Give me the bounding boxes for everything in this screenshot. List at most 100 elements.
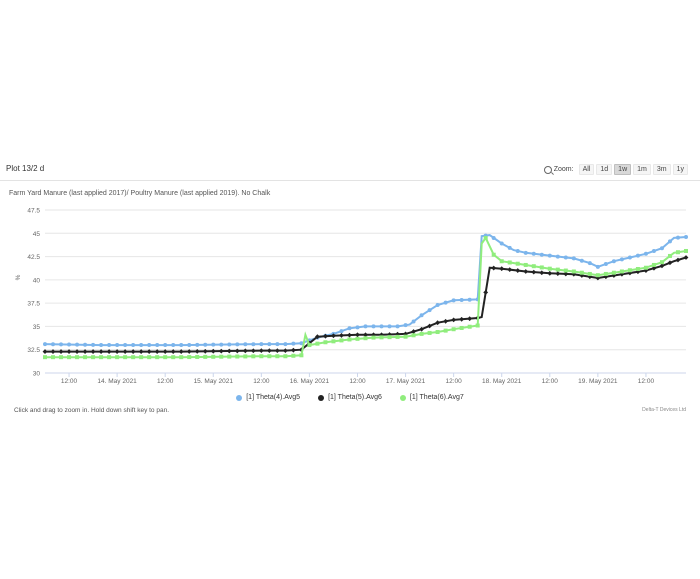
data-point <box>499 259 504 264</box>
data-point <box>211 342 216 347</box>
data-point <box>451 317 457 323</box>
data-point <box>91 355 96 360</box>
data-point <box>435 320 441 326</box>
data-point <box>339 333 344 338</box>
data-point <box>507 267 513 273</box>
data-point <box>347 326 352 331</box>
x-tick-label: 18. May 2021 <box>482 378 522 385</box>
data-point <box>138 349 144 354</box>
data-point <box>259 342 264 347</box>
data-point <box>515 268 521 273</box>
data-point <box>635 266 640 271</box>
data-point <box>171 355 176 360</box>
data-point <box>523 269 529 274</box>
data-point <box>587 261 592 266</box>
zoom-button-1w[interactable]: 1w <box>614 164 632 175</box>
data-point <box>171 343 176 348</box>
data-point <box>683 255 689 260</box>
data-point <box>195 342 200 347</box>
data-point <box>427 308 432 313</box>
legend-item-theta5[interactable]: [1] Theta(5).Avg6 <box>318 394 382 401</box>
data-point <box>651 248 656 253</box>
data-point <box>42 349 48 354</box>
data-point <box>379 324 384 329</box>
data-point <box>627 268 632 273</box>
data-point <box>290 347 296 353</box>
x-axis: 12:00 14. May 2021 12:00 15. May 2021 12:00 1… <box>45 372 686 385</box>
data-point <box>50 349 56 354</box>
data-point <box>371 335 376 340</box>
data-point <box>363 336 368 341</box>
data-point <box>667 253 672 258</box>
data-point <box>178 349 184 354</box>
data-point <box>170 349 176 354</box>
data-point <box>179 355 184 360</box>
x-tick-label: 12:00 <box>61 378 78 385</box>
data-point <box>491 265 497 271</box>
data-point <box>483 235 488 240</box>
legend-item-theta4[interactable]: [1] Theta(4).Avg5 <box>236 394 300 401</box>
header-divider <box>0 180 700 181</box>
x-tick-label: 14. May 2021 <box>97 378 137 385</box>
data-point <box>483 290 489 295</box>
data-point <box>339 338 344 343</box>
data-point <box>523 250 528 255</box>
legend-item-theta6[interactable]: [1] Theta(6).Avg7 <box>399 394 464 401</box>
zoom-button-3m[interactable]: 3m <box>652 164 671 175</box>
data-point <box>619 257 624 262</box>
data-point <box>131 343 136 348</box>
x-tick-label: 12:00 <box>542 378 559 385</box>
x-tick-label: 16. May 2021 <box>290 378 330 385</box>
data-point <box>51 355 56 360</box>
zoom-button-all[interactable]: All <box>578 164 595 175</box>
legend-marker-theta4 <box>236 394 243 401</box>
data-point <box>491 235 496 240</box>
data-point <box>587 271 592 276</box>
data-point <box>523 262 528 267</box>
data-point <box>227 354 232 359</box>
zoom-button-1y[interactable]: 1y <box>672 164 688 175</box>
data-point <box>203 342 208 347</box>
data-point <box>98 349 104 354</box>
data-point <box>563 255 568 260</box>
y-tick-label: 40 <box>33 277 41 284</box>
data-point <box>147 343 152 348</box>
data-point <box>122 349 128 354</box>
data-point <box>187 342 192 347</box>
data-point <box>131 355 136 360</box>
data-point <box>115 355 120 360</box>
chart-header-title: Plot 13/2 d <box>6 164 45 173</box>
data-point <box>99 343 104 348</box>
data-point <box>147 355 152 360</box>
line-chart[interactable]: 30 32.5 35 37.5 40 42.5 45 47.5 12:00 14. May 20… <box>0 200 700 390</box>
x-tick-label: 19. May 2021 <box>578 378 618 385</box>
x-tick-label: 12:00 <box>638 378 655 385</box>
data-point <box>43 355 47 360</box>
x-tick-label: 15. May 2021 <box>194 378 234 385</box>
data-point <box>283 354 288 359</box>
zoom-button-1m[interactable]: 1m <box>633 164 651 175</box>
data-point <box>146 349 152 354</box>
zoom-button-1d[interactable]: 1d <box>596 164 613 175</box>
data-point <box>675 250 680 255</box>
data-point <box>403 334 408 339</box>
data-point <box>59 355 64 360</box>
chart-subtitle: Farm Yard Manure (last applied 2017)/ Po… <box>9 190 271 197</box>
data-point <box>83 355 88 360</box>
data-point <box>258 348 264 354</box>
data-point <box>179 343 184 348</box>
data-point <box>619 269 624 274</box>
y-tick-label: 35 <box>33 324 41 331</box>
data-point <box>539 252 544 257</box>
data-point <box>203 354 208 359</box>
data-point <box>555 254 560 259</box>
data-point <box>323 340 328 345</box>
legend-label-theta6: [1] Theta(6).Avg7 <box>409 394 464 401</box>
legend-label-theta5: [1] Theta(5).Avg6 <box>328 394 382 401</box>
data-point <box>114 349 120 354</box>
data-point <box>667 239 672 244</box>
data-point <box>684 235 688 240</box>
x-tick-label: 12:00 <box>445 378 462 385</box>
data-point <box>579 270 584 275</box>
data-point <box>202 348 208 354</box>
